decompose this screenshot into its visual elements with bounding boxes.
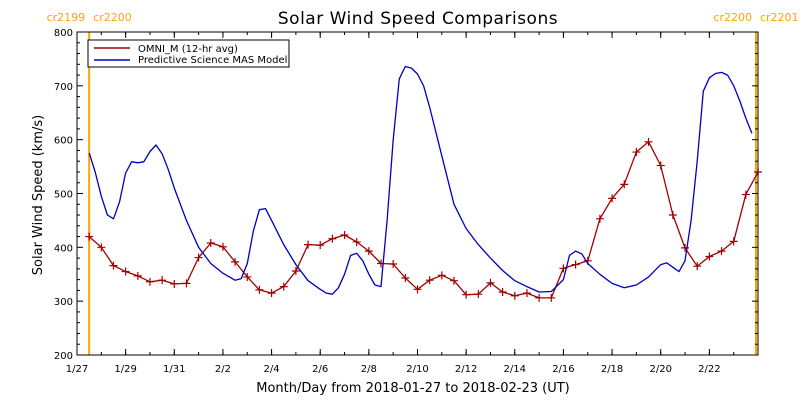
- y-tick-label: 200: [54, 351, 73, 362]
- data-point-marker: [620, 180, 629, 189]
- data-point-marker: [170, 279, 179, 288]
- data-point-marker: [109, 261, 118, 270]
- x-tick-label: 2/10: [406, 364, 428, 375]
- data-point-marker: [644, 137, 653, 146]
- data-point-marker: [449, 276, 458, 285]
- x-tick-label: 2/22: [698, 364, 720, 375]
- data-point-marker: [498, 288, 507, 297]
- data-point-marker: [340, 230, 349, 239]
- x-tick-label: 2/2: [215, 364, 231, 375]
- legend-box: [87, 39, 290, 68]
- x-tick-label: 2/12: [455, 364, 477, 375]
- legend-label-omni: OMNI_M (12-hr avg): [138, 44, 238, 55]
- data-point-marker: [486, 278, 495, 287]
- data-point-marker: [218, 242, 227, 251]
- y-tick-label: 500: [54, 190, 73, 201]
- data-point-marker: [182, 279, 191, 288]
- data-point-marker: [668, 211, 677, 220]
- data-point-marker: [85, 232, 94, 241]
- axis-ticks: 200 300 400 500 600 700 800 1/27 1/29 1/31 2/2 2/4 2…: [54, 28, 759, 375]
- data-point-marker: [328, 234, 337, 243]
- data-point-marker: [693, 262, 702, 271]
- x-tick-label: 1/27: [66, 364, 88, 375]
- y-tick-label: 600: [54, 136, 73, 147]
- carrington-label-right: cr2200: [93, 11, 132, 24]
- data-point-marker: [729, 237, 738, 246]
- data-point-marker: [133, 271, 142, 280]
- series-line-1: [88, 65, 753, 295]
- data-point-marker: [145, 277, 154, 286]
- data-point-marker: [158, 276, 167, 285]
- data-point-marker: [304, 240, 313, 249]
- data-point-marker: [462, 290, 471, 299]
- x-tick-label: 2/4: [264, 364, 280, 375]
- series-lines: [85, 65, 762, 302]
- y-axis-label: Solar Wind Speed (km/s): [31, 115, 46, 275]
- data-point-marker: [279, 282, 288, 291]
- data-point-marker: [389, 260, 398, 269]
- data-point-marker: [717, 247, 726, 256]
- data-point-marker: [571, 260, 580, 269]
- data-point-marker: [243, 272, 252, 281]
- chart-title: Solar Wind Speed Comparisons: [278, 9, 558, 29]
- data-point-marker: [316, 241, 325, 250]
- data-point-marker: [194, 253, 203, 262]
- x-axis-label: Month/Day from 2018-01-27 to 2018-02-23 …: [256, 381, 569, 396]
- data-point-marker: [437, 271, 446, 280]
- legend: OMNI_M (12-hr avg) Predictive Science MA…: [87, 39, 290, 68]
- data-point-marker: [510, 291, 519, 300]
- y-tick-label: 800: [54, 28, 73, 39]
- x-tick-label: 2/14: [504, 364, 526, 375]
- legend-label-model: Predictive Science MAS Model: [138, 55, 287, 66]
- data-point-marker: [681, 243, 690, 252]
- data-point-marker: [632, 148, 641, 157]
- y-tick-label: 400: [54, 243, 73, 254]
- carrington-label-left: cr2199: [47, 11, 86, 24]
- data-point-marker: [401, 274, 410, 283]
- carrington-label-left: cr2200: [713, 11, 752, 24]
- data-point-marker: [206, 239, 215, 248]
- data-point-marker: [231, 257, 240, 266]
- data-point-marker: [705, 252, 714, 261]
- data-point-marker: [291, 267, 300, 276]
- data-point-marker: [656, 161, 665, 170]
- x-tick-label: 2/16: [552, 364, 574, 375]
- x-tick-label: 2/20: [649, 364, 671, 375]
- data-point-marker: [522, 289, 531, 298]
- data-point-marker: [364, 247, 373, 256]
- data-point-marker: [474, 290, 483, 299]
- data-point-marker: [97, 243, 106, 252]
- x-tick-label: 2/18: [601, 364, 623, 375]
- y-tick-label: 300: [54, 297, 73, 308]
- x-tick-label: 2/8: [361, 364, 377, 375]
- data-point-marker: [547, 293, 556, 302]
- data-point-marker: [255, 285, 264, 294]
- data-point-marker: [595, 214, 604, 223]
- data-point-marker: [121, 267, 130, 276]
- data-point-marker: [413, 285, 422, 294]
- x-tick-label: 1/31: [163, 364, 185, 375]
- data-point-marker: [425, 276, 434, 285]
- data-point-marker: [741, 190, 750, 199]
- plot-frame: [76, 31, 759, 356]
- carrington-label-right: cr2201: [760, 11, 799, 24]
- y-tick-label: 700: [54, 82, 73, 93]
- data-point-marker: [267, 289, 276, 298]
- x-tick-label: 1/29: [114, 364, 136, 375]
- x-tick-label: 2/6: [312, 364, 328, 375]
- data-point-marker: [352, 237, 361, 246]
- series-line-0: [88, 141, 759, 299]
- data-point-marker: [608, 194, 617, 203]
- data-point-marker: [535, 293, 544, 302]
